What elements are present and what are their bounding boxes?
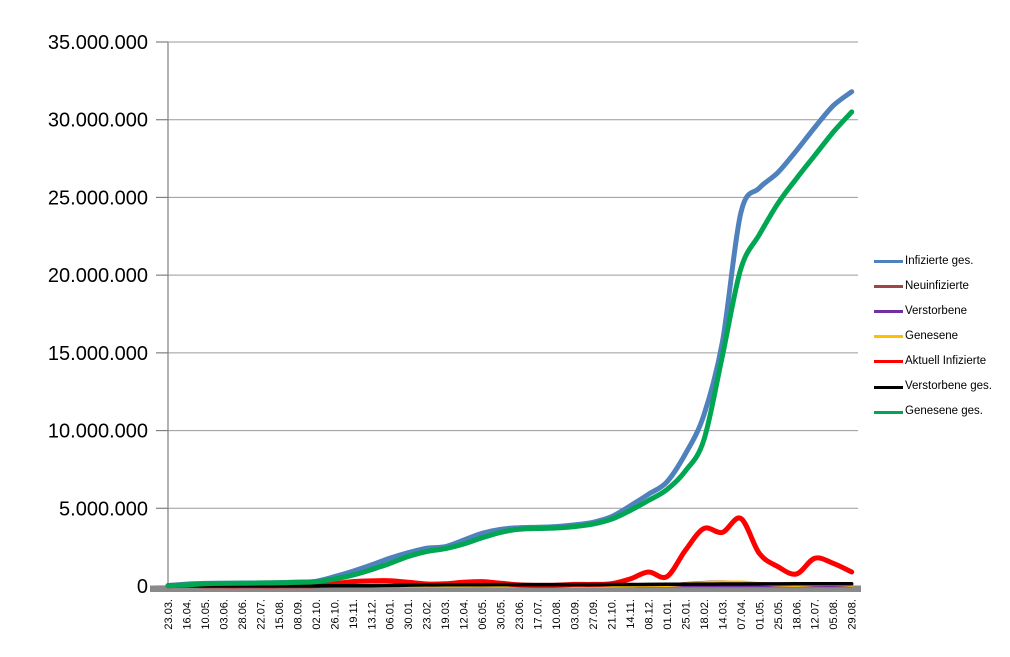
x-axis-label: 15.08. — [274, 599, 286, 630]
x-axis-label: 16.04. — [181, 599, 193, 630]
x-axis-label: 06.05. — [477, 599, 489, 630]
x-axis-label: 25.05. — [773, 599, 785, 630]
legend-item-neuinfizierte: Neuinfizierte — [874, 274, 992, 299]
y-axis-label: 35.000.000 — [48, 32, 148, 54]
x-axis-label: 01.01. — [662, 599, 674, 630]
series-line-infizierte-ges — [165, 89, 855, 588]
legend-item-verstorbene-ges: Verstorbene ges. — [874, 374, 992, 399]
x-axis-line — [150, 585, 861, 592]
x-axis-label: 05.08. — [828, 599, 840, 630]
legend-item-verstorbene: Verstorbene — [874, 299, 992, 324]
x-axis-label: 07.04. — [736, 599, 748, 630]
x-axis-label: 29.08. — [847, 599, 859, 630]
x-axis-label: 08.09. — [292, 599, 304, 630]
legend-item-genesene: Genesene — [874, 324, 992, 349]
legend-line-swatch — [874, 360, 903, 364]
legend-line-swatch — [874, 260, 903, 264]
x-axis-label: 10.08. — [551, 599, 563, 630]
x-axis-label: 27.09. — [588, 599, 600, 630]
x-axis-label: 22.07. — [255, 599, 267, 630]
y-axis-label: 5.000.000 — [59, 498, 148, 520]
legend-label: Verstorbene — [905, 304, 968, 317]
x-axis-label: 25.01. — [680, 599, 692, 630]
legend-label: Verstorbene ges. — [905, 380, 992, 393]
series-line-verstorbene-ges — [166, 581, 854, 588]
chart-legend: Infizierte ges. Neuinfizierte Verstorbene G… — [874, 249, 992, 425]
legend-label: Aktuell Infizierte — [905, 355, 987, 368]
x-axis-label: 02.10. — [311, 599, 323, 630]
y-axis-label: 30.000.000 — [48, 110, 148, 132]
x-axis-label: 03.09. — [570, 599, 582, 630]
x-axis-label: 18.02. — [699, 599, 711, 630]
x-axis-label: 12.04. — [459, 599, 471, 630]
x-axis-label: 01.05. — [754, 599, 766, 630]
x-axis-label: 21.10. — [606, 599, 618, 630]
x-axis-label: 14.11. — [625, 599, 637, 629]
x-axis-label: 26.10. — [329, 599, 341, 630]
x-axis-label: 14.03. — [717, 599, 729, 630]
x-axis-label: 10.05. — [200, 599, 212, 630]
x-axis-label: 30.01. — [403, 599, 415, 630]
x-axis-label: 08.12. — [643, 599, 655, 630]
x-axis-label: 28.06. — [237, 599, 249, 630]
legend-line-swatch — [874, 335, 903, 339]
legend-label: Genesene ges. — [905, 405, 984, 418]
y-axis-label: 15.000.000 — [48, 343, 148, 365]
legend-label: Infizierte ges. — [905, 254, 974, 267]
y-axis-label: 10.000.000 — [48, 421, 148, 443]
legend-line-swatch — [874, 385, 903, 389]
x-axis-label: 13.12. — [366, 599, 378, 630]
x-axis-label: 19.11. — [348, 599, 360, 629]
x-axis-label: 23.03. — [163, 599, 175, 630]
x-axis-label: 23.02. — [422, 599, 434, 630]
legend-item-aktuell-infizierte: Aktuell Infizierte — [874, 349, 992, 374]
y-axis-label: 0 — [137, 576, 148, 598]
legend-item-infizierte-ges: Infizierte ges. — [874, 249, 992, 274]
x-axis-label: 19.03. — [440, 599, 452, 630]
legend-line-swatch — [874, 410, 903, 414]
x-axis-label: 18.06. — [791, 599, 803, 630]
x-axis-label: 12.07. — [810, 599, 822, 630]
x-axis-label: 03.06. — [218, 599, 230, 630]
x-axis-label: 23.06. — [514, 599, 526, 630]
legend-label: Neuinfizierte — [905, 279, 969, 292]
series-line-genesene-ges — [165, 109, 855, 589]
legend-item-genesene-ges: Genesene ges. — [874, 400, 992, 425]
legend-line-swatch — [874, 310, 903, 314]
x-axis-label: 30.05. — [496, 599, 508, 630]
x-axis-label: 06.01. — [385, 599, 397, 630]
y-axis-label: 25.000.000 — [48, 187, 148, 209]
legend-label: Genesene — [905, 330, 959, 343]
legend-line-swatch — [874, 285, 903, 289]
y-axis-label: 20.000.000 — [48, 265, 148, 287]
x-axis-label: 17.07. — [533, 599, 545, 630]
